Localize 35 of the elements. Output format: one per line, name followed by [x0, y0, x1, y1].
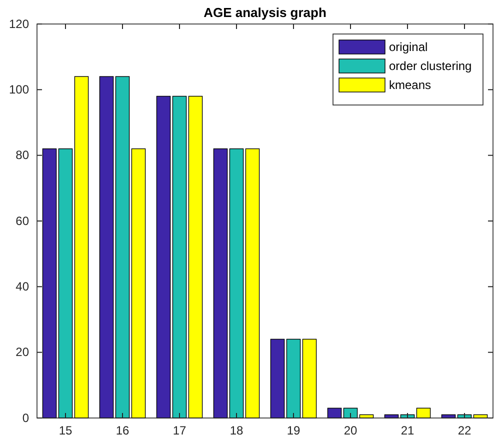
bar	[172, 96, 187, 418]
chart-title: AGE analysis graph	[204, 5, 326, 20]
y-tick-label: 100	[8, 82, 30, 97]
x-tick-label: 17	[172, 424, 186, 438]
bar	[343, 408, 358, 418]
bar	[74, 76, 89, 418]
bar	[115, 76, 130, 418]
legend-label: original	[389, 40, 428, 54]
x-tick-label: 15	[58, 424, 72, 438]
bar	[213, 148, 228, 418]
bar	[229, 148, 244, 418]
legend-label: kmeans	[389, 78, 432, 92]
bar	[286, 338, 301, 418]
x-tick-label: 16	[116, 424, 130, 438]
x-tick-label: 21	[400, 424, 414, 438]
bar	[99, 76, 114, 418]
y-tick-label: 20	[16, 345, 30, 360]
bar	[245, 148, 260, 418]
bar	[156, 96, 171, 418]
y-tick-label: 120	[8, 16, 30, 31]
bar	[188, 96, 203, 418]
y-tick-label: 40	[16, 280, 30, 294]
x-tick-label: 22	[458, 424, 472, 438]
y-tick-label: 0	[22, 410, 30, 425]
bar	[131, 148, 146, 418]
bar	[302, 338, 317, 418]
x-tick-label: 20	[344, 424, 358, 438]
bar	[42, 148, 57, 418]
bar	[270, 338, 285, 418]
x-tick-label: 19	[286, 424, 300, 438]
x-tick-label: 18	[230, 424, 244, 438]
y-tick-label: 60	[16, 214, 30, 228]
y-tick-label: 80	[16, 148, 30, 162]
legend-label: order clustering	[389, 59, 472, 73]
bar	[58, 148, 73, 418]
